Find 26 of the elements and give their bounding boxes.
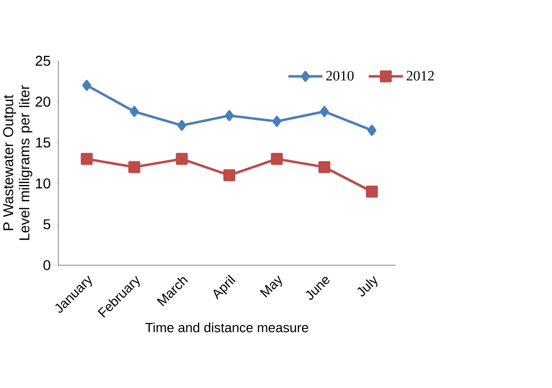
point — [128, 161, 140, 174]
x-axis-title: Time and distance measure — [145, 322, 308, 332]
point — [318, 161, 330, 174]
x-tick-label: May — [260, 276, 282, 298]
x-tick-label: July — [357, 276, 378, 297]
point — [130, 106, 139, 118]
point — [272, 116, 282, 127]
y-tick-label: 15 — [36, 138, 50, 148]
point — [177, 120, 186, 132]
point — [176, 153, 188, 166]
point — [224, 110, 234, 122]
y-tick-label: 10 — [36, 178, 50, 189]
point — [270, 153, 283, 166]
legend-label: 2010 — [326, 71, 354, 81]
y-tick-label: 5 — [43, 219, 50, 230]
point — [80, 153, 93, 166]
legend-label: 2012 — [406, 71, 434, 81]
point — [366, 186, 378, 198]
y-tick-label: 0 — [43, 260, 50, 270]
y-tick-label: 20 — [36, 96, 50, 107]
y-tick-label: 25 — [36, 56, 50, 66]
point — [320, 106, 329, 118]
point — [223, 169, 236, 182]
point — [82, 80, 92, 91]
y-axis-title: P Wastewater Output Level milligrams per liter — [3, 85, 32, 240]
point — [367, 124, 376, 136]
